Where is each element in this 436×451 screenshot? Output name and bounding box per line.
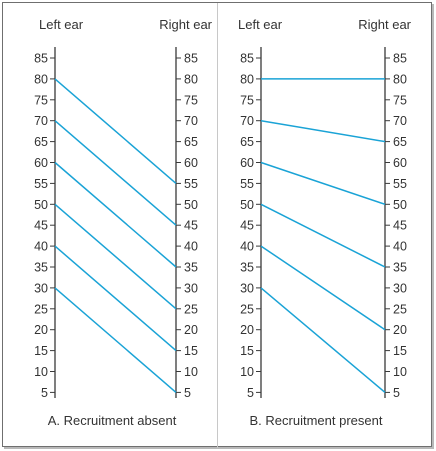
right-tick-label: 35 bbox=[184, 261, 198, 275]
left-tick-label: 15 bbox=[240, 344, 254, 358]
left-tick-label: 45 bbox=[240, 219, 254, 233]
left-tick-label: 10 bbox=[240, 365, 254, 379]
panel-a-axes bbox=[50, 47, 181, 398]
loudness-balance-line bbox=[54, 161, 177, 268]
panel-recruitment-absent: Left ear Right ear 85 85 80 80 75 75 70 70 65 65 6… bbox=[3, 3, 218, 448]
left-tick-label: 5 bbox=[247, 386, 254, 400]
right-tick-label: 30 bbox=[184, 281, 198, 295]
right-tick-label: 45 bbox=[184, 219, 198, 233]
right-tick-label: 85 bbox=[184, 52, 198, 66]
left-tick-label: 30 bbox=[34, 281, 48, 295]
left-tick-label: 85 bbox=[34, 52, 48, 66]
right-tick-label: 75 bbox=[184, 93, 198, 107]
left-tick-label: 30 bbox=[240, 281, 254, 295]
left-tick-label: 40 bbox=[240, 240, 254, 254]
left-tick-label: 55 bbox=[34, 177, 48, 191]
right-tick-label: 50 bbox=[393, 198, 407, 212]
panel-b-diagram: Left ear Right ear 85 85 80 80 75 75 70 70 65 65 6… bbox=[238, 17, 412, 428]
left-tick-label: 25 bbox=[34, 302, 48, 316]
right-tick-label: 40 bbox=[184, 240, 198, 254]
panel-b-axes bbox=[256, 47, 390, 398]
right-tick-label: 15 bbox=[184, 344, 198, 358]
left-tick-label: 85 bbox=[240, 52, 254, 66]
right-ear-header: Right ear bbox=[159, 17, 212, 32]
left-tick-label: 5 bbox=[41, 386, 48, 400]
right-tick-label: 50 bbox=[184, 198, 198, 212]
left-ear-header: Left ear bbox=[39, 17, 84, 32]
left-tick-label: 20 bbox=[34, 323, 48, 337]
panel-b-caption: B. Recruitment present bbox=[250, 413, 383, 428]
loudness-balance-line bbox=[54, 78, 177, 184]
right-tick-label: 65 bbox=[393, 135, 407, 149]
left-ear-header: Left ear bbox=[238, 17, 283, 32]
right-tick-label: 55 bbox=[393, 177, 407, 191]
right-tick-label: 15 bbox=[393, 344, 407, 358]
left-tick-label: 60 bbox=[240, 156, 254, 170]
panel-a-diagram: Left ear Right ear 85 85 80 80 75 75 70 70 65 65 6… bbox=[34, 17, 213, 428]
panel-a-loudness-lines bbox=[54, 78, 177, 393]
figure-frame: Left ear Right ear 85 85 80 80 75 75 70 70 65 65 6… bbox=[2, 2, 433, 448]
left-tick-label: 35 bbox=[34, 261, 48, 275]
left-tick-label: 70 bbox=[240, 114, 254, 128]
right-tick-label: 20 bbox=[393, 323, 407, 337]
left-tick-label: 45 bbox=[34, 219, 48, 233]
right-tick-label: 25 bbox=[184, 302, 198, 316]
right-tick-label: 5 bbox=[184, 386, 191, 400]
loudness-balance-line bbox=[54, 245, 177, 352]
right-tick-label: 60 bbox=[393, 156, 407, 170]
right-tick-label: 10 bbox=[184, 365, 198, 379]
left-tick-label: 40 bbox=[34, 240, 48, 254]
right-tick-label: 65 bbox=[184, 135, 198, 149]
left-tick-label: 55 bbox=[240, 177, 254, 191]
loudness-balance-line bbox=[260, 161, 386, 206]
left-tick-label: 65 bbox=[34, 135, 48, 149]
left-tick-label: 80 bbox=[240, 72, 254, 86]
panel-a-caption: A. Recruitment absent bbox=[48, 413, 177, 428]
right-tick-label: 10 bbox=[393, 365, 407, 379]
left-tick-label: 20 bbox=[240, 323, 254, 337]
right-tick-label: 80 bbox=[393, 72, 407, 86]
loudness-balance-line bbox=[54, 203, 177, 310]
left-tick-label: 70 bbox=[34, 114, 48, 128]
right-tick-label: 85 bbox=[393, 52, 407, 66]
right-tick-label: 45 bbox=[393, 219, 407, 233]
right-tick-label: 20 bbox=[184, 323, 198, 337]
loudness-balance-line bbox=[54, 120, 177, 226]
loudness-balance-line bbox=[260, 245, 386, 331]
right-tick-label: 25 bbox=[393, 302, 407, 316]
left-tick-label: 65 bbox=[240, 135, 254, 149]
right-tick-label: 35 bbox=[393, 261, 407, 275]
right-tick-label: 75 bbox=[393, 93, 407, 107]
left-tick-label: 15 bbox=[34, 344, 48, 358]
loudness-balance-line bbox=[260, 119, 386, 143]
right-tick-label: 60 bbox=[184, 156, 198, 170]
right-tick-label: 5 bbox=[393, 386, 400, 400]
right-tick-label: 55 bbox=[184, 177, 198, 191]
right-tick-label: 70 bbox=[184, 114, 198, 128]
left-tick-label: 50 bbox=[34, 198, 48, 212]
panel-recruitment-present: Left ear Right ear 85 85 80 80 75 75 70 70 65 65 6… bbox=[217, 3, 433, 448]
loudness-balance-line bbox=[260, 287, 386, 393]
left-tick-label: 75 bbox=[34, 93, 48, 107]
left-tick-label: 75 bbox=[240, 93, 254, 107]
left-tick-label: 60 bbox=[34, 156, 48, 170]
right-tick-label: 40 bbox=[393, 240, 407, 254]
right-tick-label: 30 bbox=[393, 281, 407, 295]
right-tick-label: 70 bbox=[393, 114, 407, 128]
left-tick-label: 10 bbox=[34, 365, 48, 379]
left-tick-label: 35 bbox=[240, 261, 254, 275]
right-tick-label: 80 bbox=[184, 72, 198, 86]
loudness-balance-line bbox=[260, 203, 386, 268]
right-ear-header: Right ear bbox=[358, 17, 411, 32]
left-tick-label: 50 bbox=[240, 198, 254, 212]
panel-b-loudness-lines bbox=[260, 78, 386, 393]
left-tick-label: 80 bbox=[34, 72, 48, 86]
loudness-balance-line bbox=[54, 287, 177, 393]
left-tick-label: 25 bbox=[240, 302, 254, 316]
